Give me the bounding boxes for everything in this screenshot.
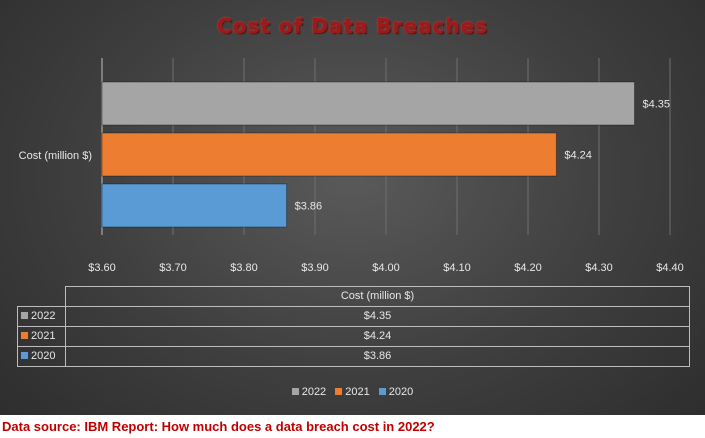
- x-tick-label: $4.10: [443, 262, 471, 274]
- data-labels: $4.35 $4.24 $3.86: [295, 99, 670, 213]
- data-table-series-cell: 2020: [17, 345, 66, 367]
- data-table-header-row: Cost (million $): [17, 286, 690, 307]
- x-axis-ticks: $3.60 $3.70 $3.80 $3.90 $4.00 $4.10 $4.20 $4.30…: [88, 262, 684, 274]
- data-label: $4.35: [643, 99, 671, 111]
- legend-key-icon: [291, 388, 299, 395]
- x-tick-label: $4.20: [514, 262, 542, 274]
- data-table-series-label: 2022: [31, 310, 56, 322]
- table-row: 2021 $4.24: [17, 325, 690, 347]
- data-table: Cost (million $) 2022 $4.35 2021 $4.24 2…: [17, 286, 690, 367]
- data-table-value: $4.35: [65, 305, 690, 327]
- data-label: $3.86: [295, 201, 323, 213]
- legend-key-icon: [21, 332, 28, 339]
- data-table-series-label: 2020: [31, 350, 56, 362]
- data-table-value: $4.24: [65, 325, 690, 347]
- data-table-series-label: 2021: [31, 330, 56, 342]
- legend-item: 2020: [378, 386, 414, 398]
- legend-key-icon: [21, 352, 28, 359]
- x-tick-label: $4.40: [656, 262, 684, 274]
- chart-title: Cost of Data Breaches: [216, 14, 489, 38]
- legend-item: 2022: [291, 386, 327, 398]
- bar-chart: $4.35 $4.24 $3.86 $3.60 $3.70 $3.80 $3.90 $4.0…: [19, 58, 684, 274]
- x-tick-label: $3.60: [88, 262, 116, 274]
- x-tick-label: $3.90: [301, 262, 329, 274]
- legend-label: 2022: [301, 386, 327, 398]
- legend-key-icon: [335, 388, 343, 395]
- category-label: Cost (million $): [19, 150, 92, 162]
- legend-item: 2021: [335, 386, 370, 398]
- x-tick-label: $3.80: [230, 262, 258, 274]
- data-table-header: Cost (million $): [65, 286, 690, 307]
- x-tick-label: $3.70: [159, 262, 187, 274]
- data-table-value: $3.86: [65, 345, 690, 367]
- data-table-series-cell: 2021: [17, 325, 66, 347]
- data-source-note: Data source: IBM Report: How much does a…: [0, 415, 705, 438]
- data-label: $4.24: [564, 150, 592, 162]
- legend-key-icon: [378, 388, 386, 395]
- table-row: 2022 $4.35: [17, 305, 690, 327]
- bars: [101, 81, 635, 228]
- bar-2020: [101, 183, 288, 228]
- legend: 2022 2021 2020: [0, 386, 705, 398]
- legend-label: 2021: [345, 386, 370, 398]
- x-tick-label: $4.30: [585, 262, 613, 274]
- bar-2022: [101, 81, 635, 126]
- legend-label: 2020: [388, 386, 414, 398]
- data-table-series-cell: 2022: [17, 305, 66, 327]
- legend-key-icon: [21, 312, 28, 319]
- table-row: 2020 $3.86: [17, 345, 690, 367]
- x-tick-label: $4.00: [372, 262, 400, 274]
- data-table-corner: [17, 286, 66, 307]
- bar-2021: [101, 132, 557, 177]
